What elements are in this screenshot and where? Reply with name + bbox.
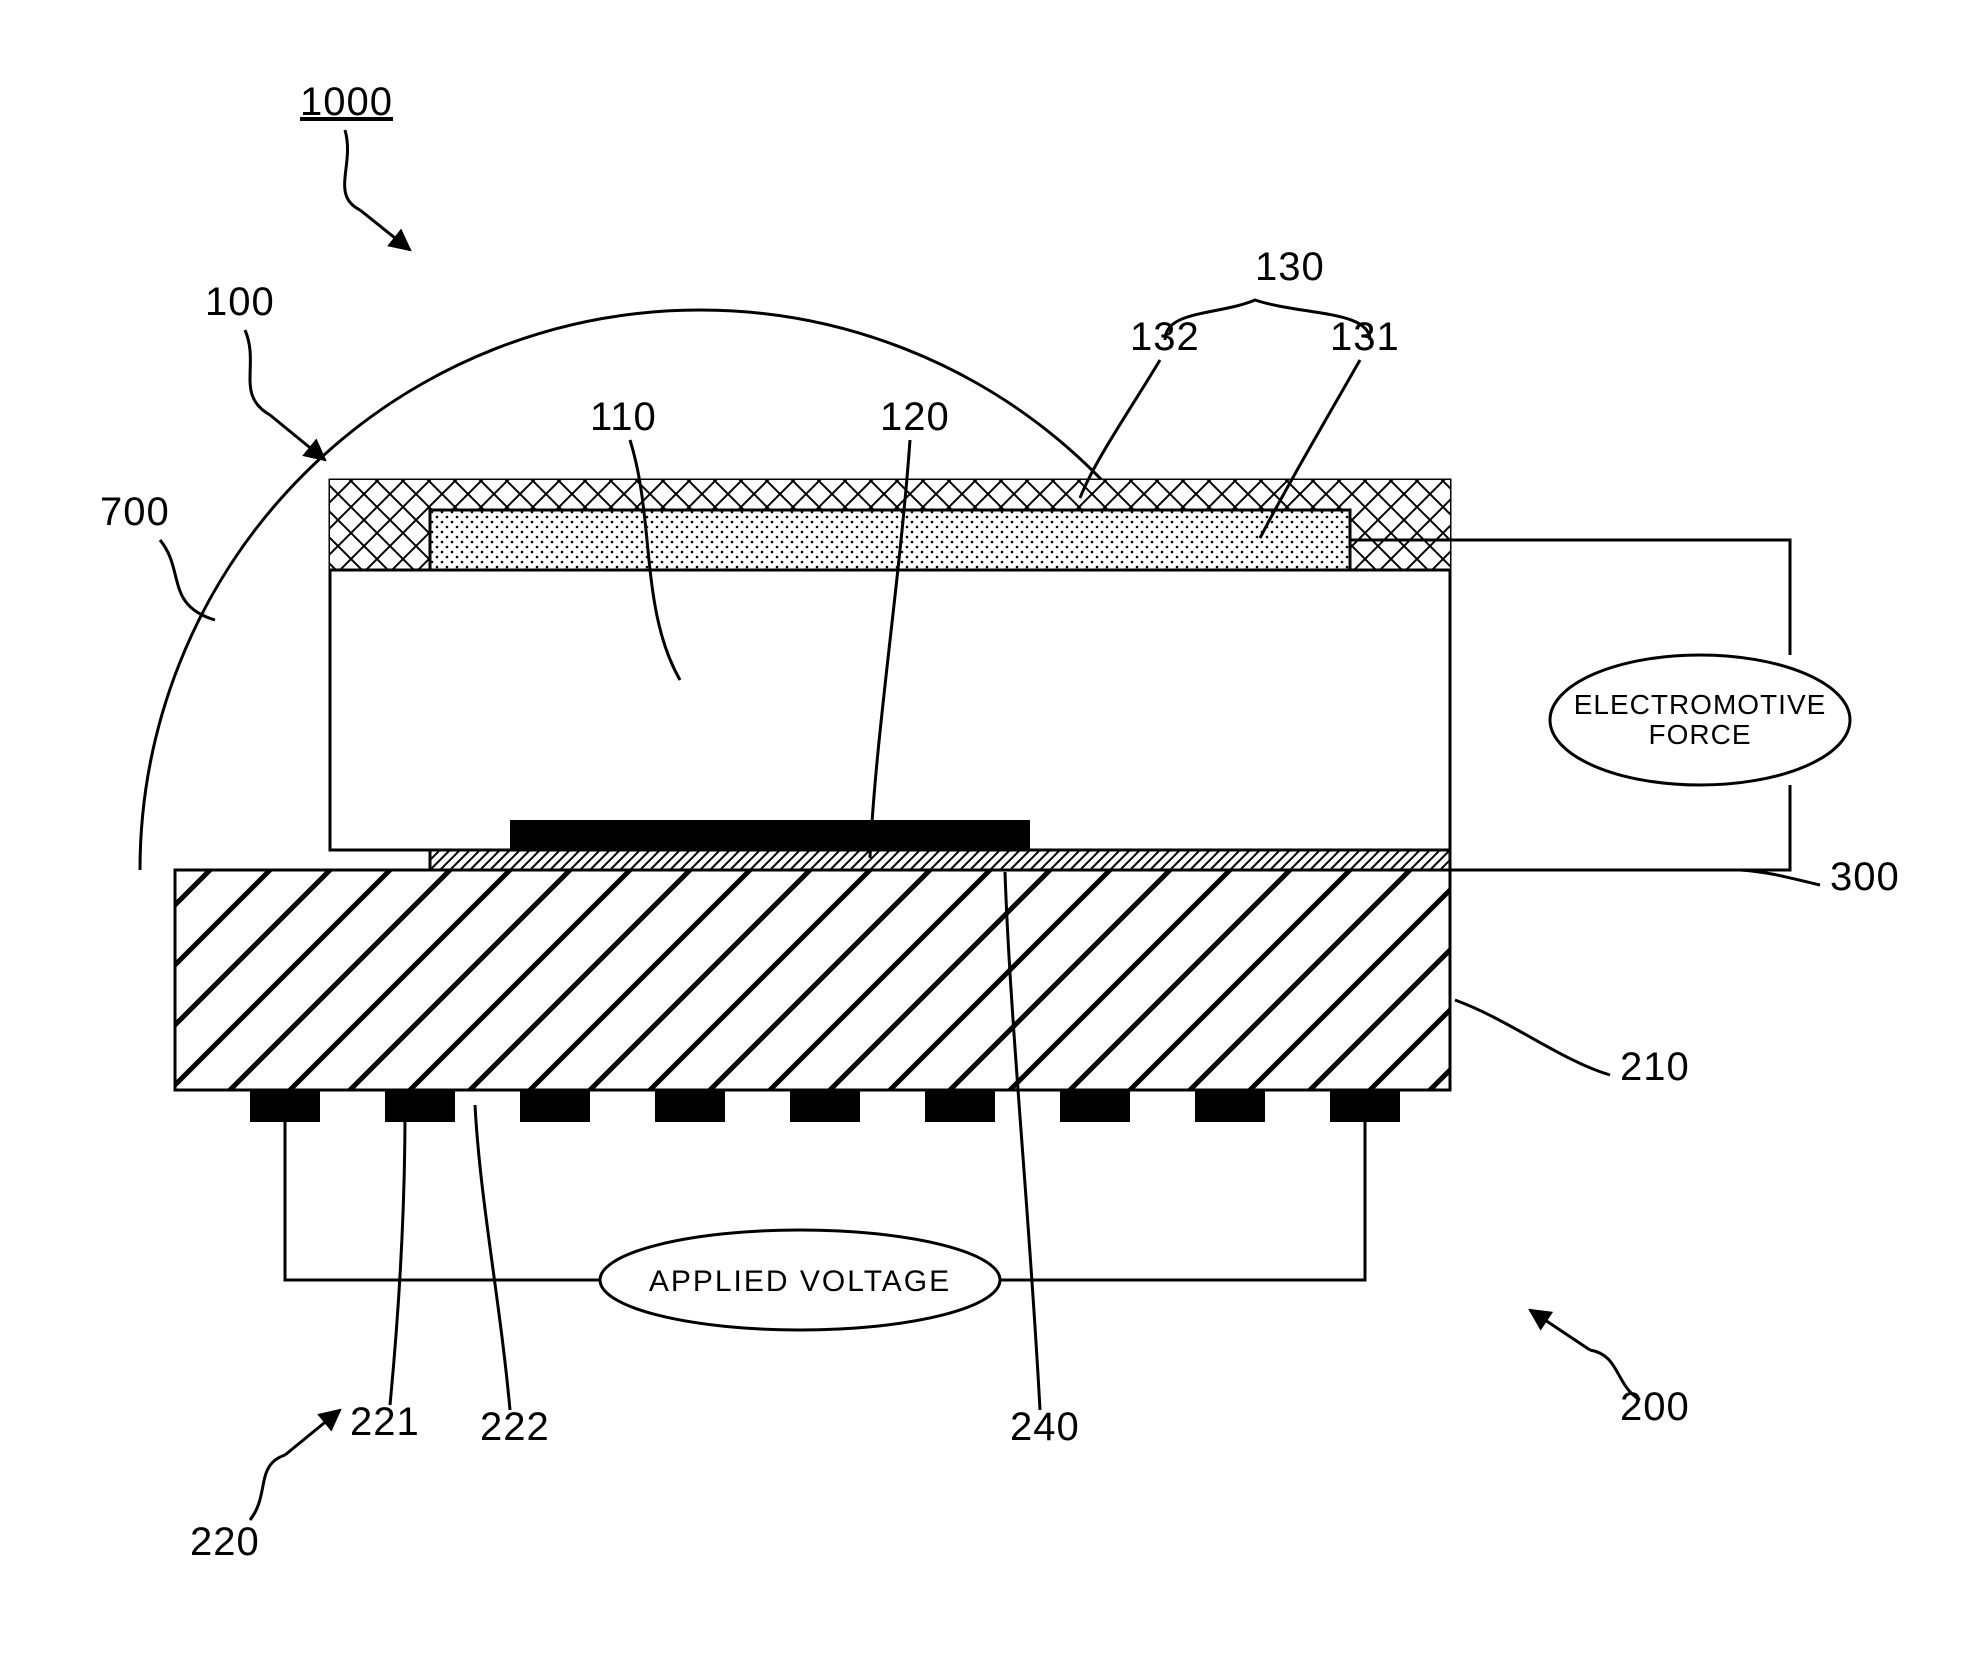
label-200: 200 <box>1620 1385 1690 1430</box>
label-220: 220 <box>190 1520 260 1565</box>
label-300: 300 <box>1830 855 1900 900</box>
label-100: 100 <box>205 280 275 325</box>
layer-210 <box>175 870 1450 1090</box>
label-130: 130 <box>1255 245 1325 290</box>
label-131: 131 <box>1330 315 1400 360</box>
label-221: 221 <box>350 1400 420 1445</box>
pads-220 <box>250 1090 1400 1122</box>
label-132: 132 <box>1130 315 1200 360</box>
label-700: 700 <box>100 490 170 535</box>
label-210: 210 <box>1620 1045 1690 1090</box>
oval-emf-line1: ELECTROMOTIVE <box>1574 689 1827 720</box>
label-110: 110 <box>590 395 657 440</box>
label-222: 222 <box>480 1405 550 1450</box>
label-120: 120 <box>880 395 950 440</box>
layer-thin-top <box>430 850 1450 870</box>
layer-131 <box>430 510 1350 570</box>
layer-black-bar <box>510 820 1030 850</box>
oval-av-text: APPLIED VOLTAGE <box>649 1265 951 1298</box>
label-240: 240 <box>1010 1405 1080 1450</box>
oval-emf-line2: FORCE <box>1649 719 1752 750</box>
label-1000: 1000 <box>300 80 393 125</box>
